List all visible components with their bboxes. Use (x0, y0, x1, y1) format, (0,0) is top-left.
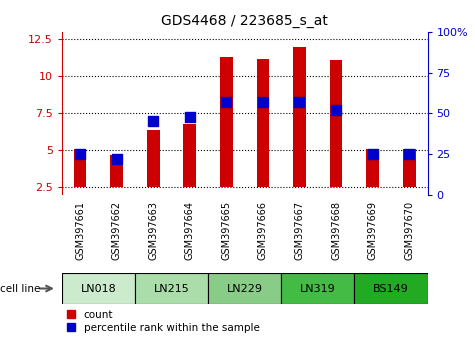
Text: cell line: cell line (0, 284, 40, 293)
Text: GSM397662: GSM397662 (112, 201, 122, 260)
Text: LN229: LN229 (227, 284, 263, 293)
Point (222, 99, 230, 105)
Point (405, 151, 413, 157)
Bar (330, 60, 342, 187)
Bar (256, 58, 269, 187)
Text: GSM397661: GSM397661 (75, 201, 85, 260)
Text: GSM397665: GSM397665 (221, 201, 231, 260)
Legend: count, percentile rank within the sample: count, percentile rank within the sample (67, 310, 259, 333)
Text: BS149: BS149 (373, 284, 409, 293)
Bar (208, 273, 281, 304)
Point (76, 151, 84, 157)
Bar (110, 155, 123, 187)
Point (332, 107, 340, 113)
Text: GSM397670: GSM397670 (404, 201, 414, 260)
Bar (403, 149, 416, 187)
Point (295, 99, 304, 105)
Text: GSM397668: GSM397668 (331, 201, 341, 260)
Point (113, 156, 121, 162)
Bar (147, 130, 160, 187)
Point (149, 119, 157, 124)
Bar (135, 273, 208, 304)
Point (259, 99, 267, 105)
Point (186, 114, 194, 119)
Bar (366, 149, 379, 187)
Text: GSM397667: GSM397667 (294, 201, 304, 260)
Bar (281, 273, 354, 304)
Bar (183, 124, 196, 187)
Text: LN018: LN018 (80, 284, 116, 293)
Bar (62, 273, 135, 304)
Text: GSM397664: GSM397664 (185, 201, 195, 260)
Bar (354, 273, 428, 304)
Text: GSM397663: GSM397663 (148, 201, 158, 260)
Point (369, 151, 377, 157)
Text: GDS4468 / 223685_s_at: GDS4468 / 223685_s_at (161, 14, 328, 28)
Bar (220, 57, 233, 187)
Text: LN215: LN215 (153, 284, 190, 293)
Text: GSM397666: GSM397666 (258, 201, 268, 260)
Text: LN319: LN319 (300, 284, 336, 293)
Bar (74, 149, 86, 187)
Bar (293, 47, 306, 187)
Text: GSM397669: GSM397669 (368, 201, 378, 260)
